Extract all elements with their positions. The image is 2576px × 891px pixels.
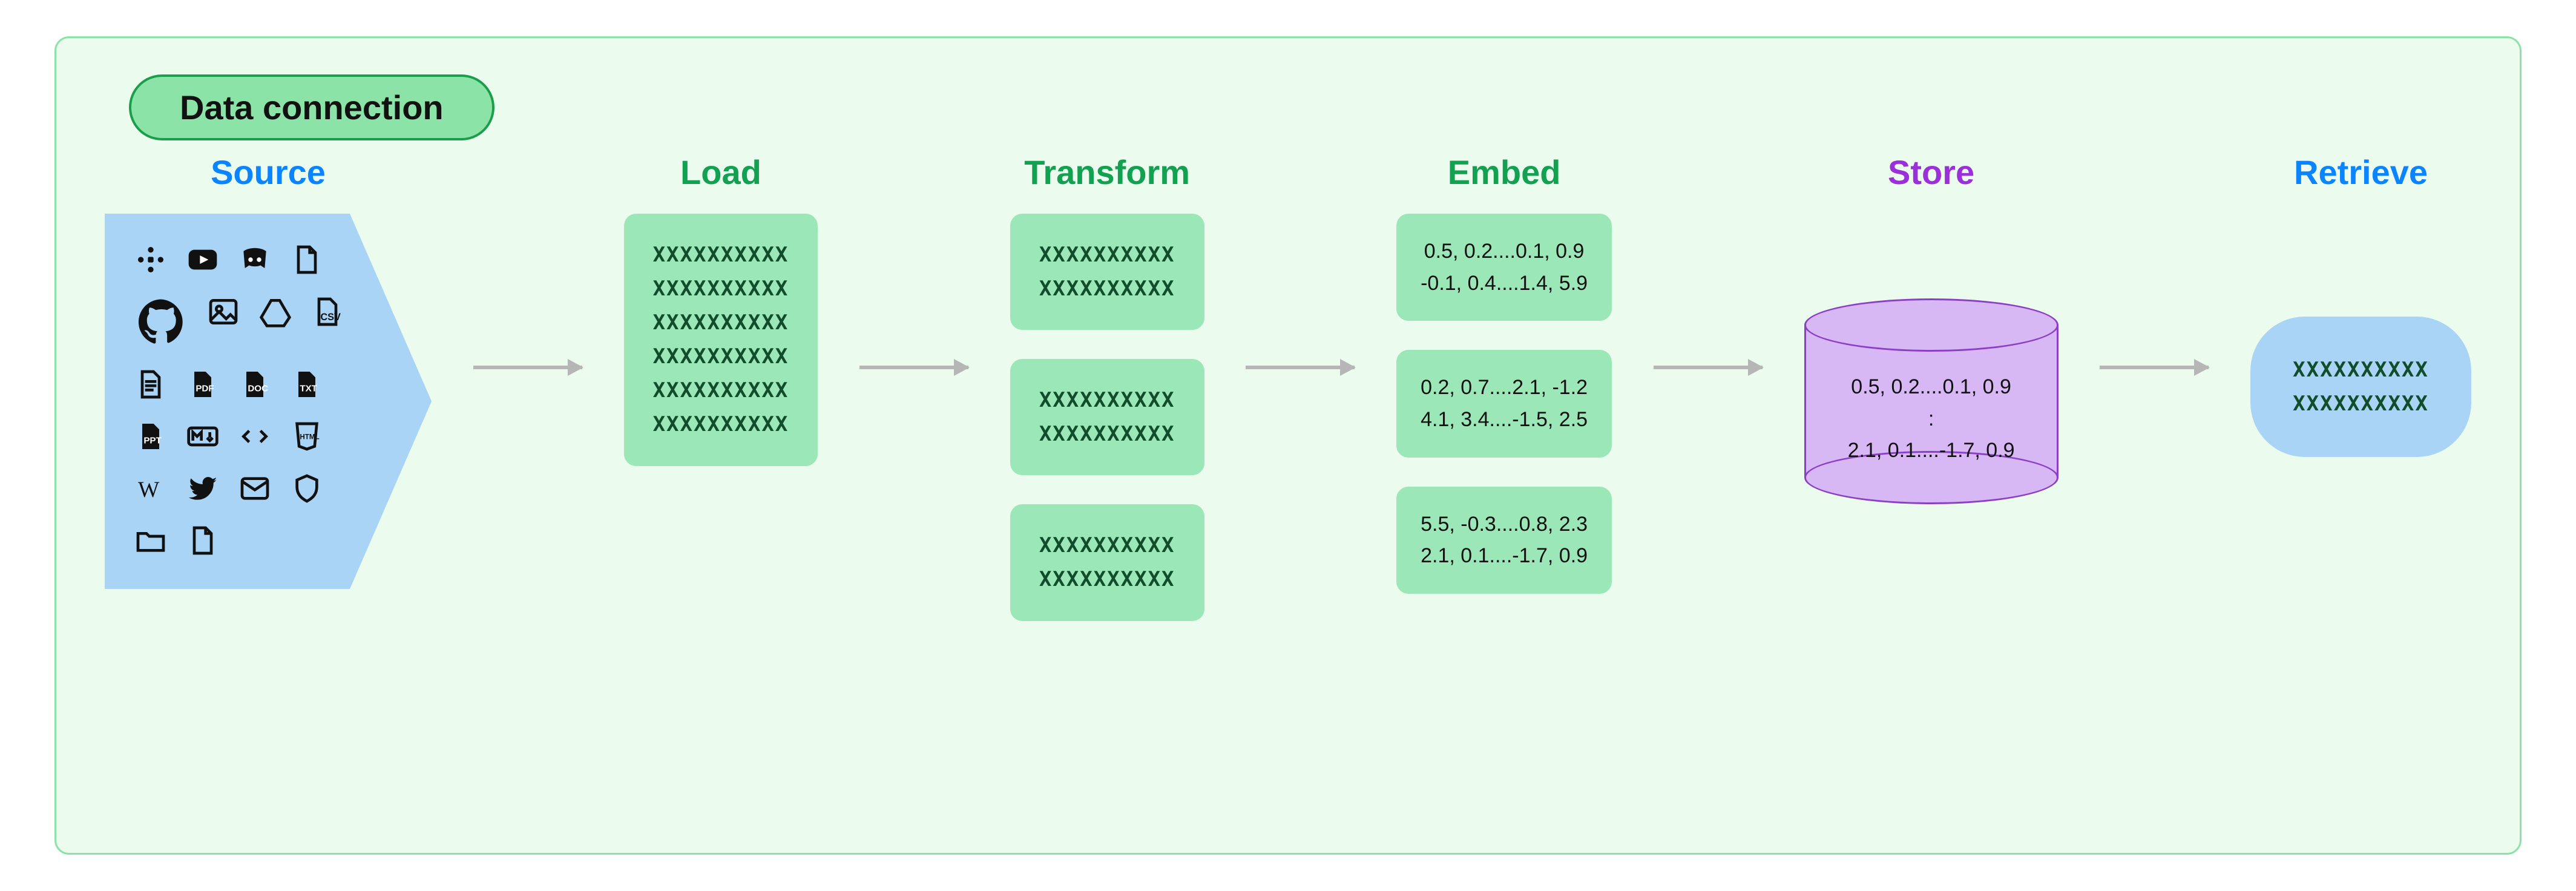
title-badge: Data connection [129, 74, 494, 140]
stage-store: Store 0.5, 0.2....0.1, 0.9 : 2.1, 0.1...… [1804, 153, 2058, 504]
transform-chunk-card: XXXXXXXXXX XXXXXXXXXX [1010, 504, 1204, 620]
svg-text:W: W [138, 478, 160, 502]
embed-vector-card: 0.2, 0.7....2.1, -1.2 4.1, 3.4....-1.5, … [1396, 350, 1612, 457]
svg-text:PDF: PDF [196, 384, 214, 394]
markdown-icon [186, 419, 220, 453]
stage-transform: Transform XXXXXXXXXX XXXXXXXXXX XXXXXXXX… [1010, 153, 1204, 621]
stage-load: Load XXXXXXXXXX XXXXXXXXXX XXXXXXXXXX XX… [624, 153, 818, 466]
stage-title-load: Load [680, 153, 761, 192]
transform-chunk-card: XXXXXXXXXX XXXXXXXXXX [1010, 214, 1204, 330]
svg-text:HTML: HTML [300, 433, 319, 441]
folder-icon [134, 524, 168, 557]
stage-title-source: Source [211, 153, 326, 192]
source-icon-grid: CSV PDF DOC TXT PPT HTML W [134, 243, 364, 557]
svg-text:CSV: CSV [320, 312, 341, 323]
file-icon [290, 243, 324, 277]
svg-text:TXT: TXT [300, 384, 317, 394]
gdrive-icon [258, 295, 292, 329]
doc-lines-icon [134, 367, 168, 401]
txt-icon: TXT [290, 367, 324, 401]
file2-icon [186, 524, 220, 557]
ppt-icon: PPT [134, 419, 168, 453]
code-icon [238, 419, 272, 453]
discord-icon [238, 243, 272, 277]
pdf-icon: PDF [186, 367, 220, 401]
image-icon [206, 295, 240, 329]
cylinder-top [1804, 298, 2058, 352]
wikipedia-icon: W [134, 472, 168, 505]
load-document-card: XXXXXXXXXX XXXXXXXXXX XXXXXXXXXX XXXXXXX… [624, 214, 818, 466]
transform-chunk-card: XXXXXXXXXX XXXXXXXXXX [1010, 359, 1204, 475]
svg-text:DOC: DOC [248, 384, 268, 394]
stage-retrieve: Retrieve XXXXXXXXXX XXXXXXXXXX [2250, 153, 2471, 457]
doc-icon: DOC [238, 367, 272, 401]
shield-icon [290, 472, 324, 505]
embed-vector-card: 5.5, -0.3....0.8, 2.3 2.1, 0.1....-1.7, … [1396, 487, 1612, 594]
arrow-5 [2100, 153, 2209, 528]
transform-chunks: XXXXXXXXXX XXXXXXXXXX XXXXXXXXXX XXXXXXX… [1010, 214, 1204, 621]
arrow-1 [473, 153, 582, 528]
twitter-icon [186, 472, 220, 505]
source-shape: CSV PDF DOC TXT PPT HTML W [105, 214, 432, 589]
html-icon: HTML [290, 419, 324, 453]
arrow-4 [1654, 153, 1763, 528]
stage-title-embed: Embed [1448, 153, 1561, 192]
mail-icon [238, 472, 272, 505]
stage-title-store: Store [1888, 153, 1974, 192]
stage-embed: Embed 0.5, 0.2....0.1, 0.9 -0.1, 0.4....… [1396, 153, 1612, 594]
store-vectors-text: 0.5, 0.2....0.1, 0.9 : 2.1, 0.1....-1.7,… [1804, 371, 2058, 467]
github-icon [134, 295, 188, 349]
svg-text:PPT: PPT [143, 436, 162, 446]
stage-title-retrieve: Retrieve [2294, 153, 2428, 192]
retrieve-result-pill: XXXXXXXXXX XXXXXXXXXX [2250, 317, 2471, 457]
pipeline-row: Source CSV PDF DOC TXT PPT [105, 153, 2471, 621]
diagram-frame: Data connection Source CSV PDF DOC [54, 36, 2522, 855]
stage-title-transform: Transform [1024, 153, 1190, 192]
embed-vector-card: 0.5, 0.2....0.1, 0.9 -0.1, 0.4....1.4, 5… [1396, 214, 1612, 321]
stage-source: Source CSV PDF DOC TXT PPT [105, 153, 432, 589]
store-cylinder: 0.5, 0.2....0.1, 0.9 : 2.1, 0.1....-1.7,… [1804, 298, 2058, 504]
youtube-icon [186, 243, 220, 277]
slack-icon [134, 243, 168, 277]
arrow-3 [1246, 153, 1355, 528]
csv-icon: CSV [310, 295, 344, 329]
embed-vectors: 0.5, 0.2....0.1, 0.9 -0.1, 0.4....1.4, 5… [1396, 214, 1612, 594]
arrow-2 [859, 153, 968, 528]
